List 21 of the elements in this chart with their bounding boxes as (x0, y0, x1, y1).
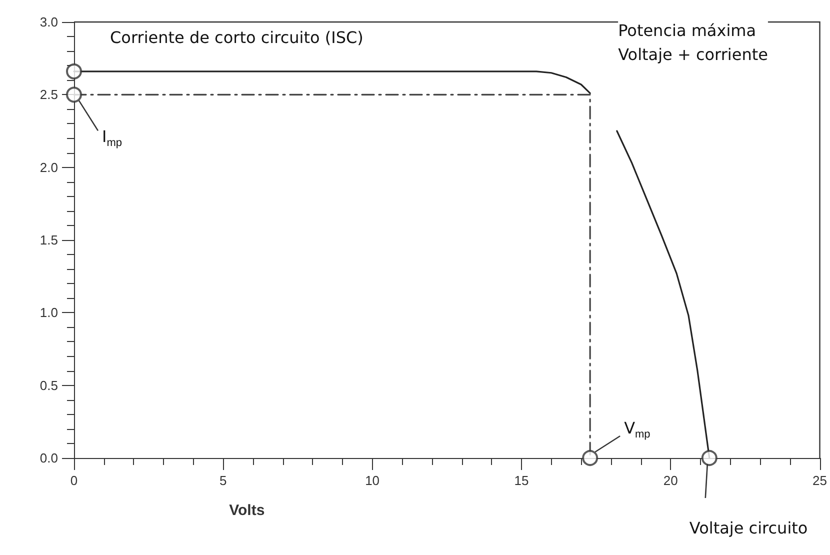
y-tick-label: 1.0 (40, 305, 58, 320)
annotation: Potencia máxima Voltaje + corriente (618, 21, 768, 64)
y-tick-label: 0.5 (40, 378, 58, 393)
y-tick-label: 1.5 (40, 232, 58, 248)
point (66, 63, 82, 80)
x-tick-label: 25 (812, 473, 828, 488)
x-tick-label: 0 (70, 473, 78, 488)
point (582, 450, 598, 466)
point (701, 450, 718, 466)
y-tick-label: 3.0 (40, 14, 58, 30)
x-tick-label: 5 (220, 473, 227, 488)
annotation: Corriente de corto circuito (ISC) (110, 28, 364, 47)
x-tick-label: 15 (514, 473, 529, 488)
annotation: Voltaje circuito (689, 518, 808, 538)
y-tick-label: 2.5 (40, 87, 58, 102)
x-tick-label: 10 (365, 473, 380, 488)
y-tick-label: 0.0 (40, 450, 58, 466)
y-tick-label: 2.0 (40, 160, 58, 175)
point (66, 86, 82, 103)
x-tick-label: 20 (663, 473, 678, 488)
x-axis-title: Volts (229, 502, 265, 519)
